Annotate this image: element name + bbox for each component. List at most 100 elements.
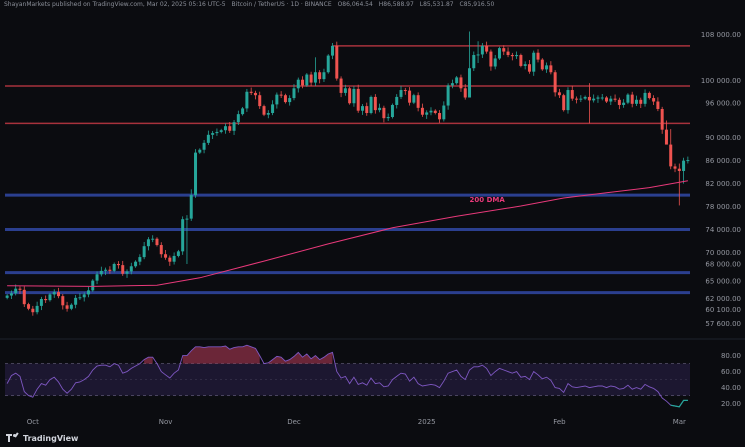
candle-body [557,92,561,96]
candle [236,110,240,125]
candle-body [540,59,544,70]
candle-body [138,257,142,262]
candle-body [532,52,536,72]
candle-body [553,72,557,93]
dma-200-line [7,180,688,287]
candle [271,100,275,116]
candle-body [266,113,270,115]
candle-body [99,270,103,275]
candle [86,286,90,298]
candle-body [463,88,467,98]
candle-body [583,96,587,99]
candle-body [446,85,450,106]
candle-body [356,88,360,111]
candle [365,102,369,116]
candle-body [673,166,677,169]
candle [472,51,476,72]
candle-body [686,160,690,162]
candle [121,260,125,276]
candle [215,128,219,136]
candle-body [288,98,292,103]
candle-body [322,72,326,80]
candle-body [104,269,108,271]
candle-body [57,292,61,297]
candle [189,189,193,221]
candle [52,289,56,298]
candle [44,295,48,303]
candle [198,148,202,155]
candle [510,52,514,61]
candle [378,103,382,113]
candle-body [249,91,253,93]
candle-body [223,126,227,131]
candle-body [502,48,506,52]
candle [682,157,686,184]
price-chart[interactable]: 200 DMA 108 000.00 100 000.00 96 000.00 90 … [0,10,745,431]
candle [112,262,116,273]
candle-body [61,296,65,306]
candle-body [395,96,399,105]
candle-body [74,297,78,305]
price-tick-label: 82 000.00 [705,180,741,188]
candle-body [331,45,335,56]
ohlc-open: O86,064.54 [337,1,373,8]
candle-body [408,90,412,103]
candle [587,83,591,124]
candle-body [489,51,493,67]
candle [429,107,433,116]
candle [331,43,335,60]
candle [497,46,501,60]
candle-body [476,54,480,56]
candle-body [258,95,262,107]
candle-body [48,294,52,301]
candle [78,293,82,300]
candle-body [403,90,407,92]
rsi-tick-label: 60.00 [721,368,741,376]
candle-body [326,55,330,73]
candle [176,249,180,258]
candle [356,84,360,113]
candle [223,123,227,134]
candle [108,266,112,274]
candle [339,76,343,98]
candle-body [228,126,232,131]
candle [168,255,172,266]
candle [438,110,442,123]
candle [322,68,326,82]
candle [596,95,600,103]
candle-body [472,55,476,69]
candle-body [318,72,322,80]
candle-body [134,261,138,267]
candle-body [455,77,459,84]
candle-body [617,99,621,105]
candle-body [189,195,193,219]
price-tick-label: 62 000.00 [705,295,741,303]
candle [617,97,621,110]
candle-body [438,113,442,120]
candle [69,303,73,311]
candle [433,109,437,115]
candle [425,110,429,119]
candle-body [339,78,343,93]
candle-body [275,94,279,105]
candle [575,96,579,104]
candle-body [652,98,656,102]
candle-body [390,104,394,118]
candle-body [416,95,420,108]
candle [630,91,634,108]
candle-body [206,134,210,143]
dma-200-label: 200 DMA [470,196,506,204]
candle [403,87,407,95]
candle-body [575,98,579,100]
candle-body [378,107,382,111]
candle [592,94,596,103]
candle [146,237,150,251]
candle-body [549,65,553,73]
candle [639,97,643,109]
candle-body [39,299,43,306]
candle [386,113,390,121]
time-tick-label: Nov [159,418,173,426]
candle-body [35,305,39,313]
rsi-oversold-segment [670,399,688,408]
candle-body [52,292,56,295]
